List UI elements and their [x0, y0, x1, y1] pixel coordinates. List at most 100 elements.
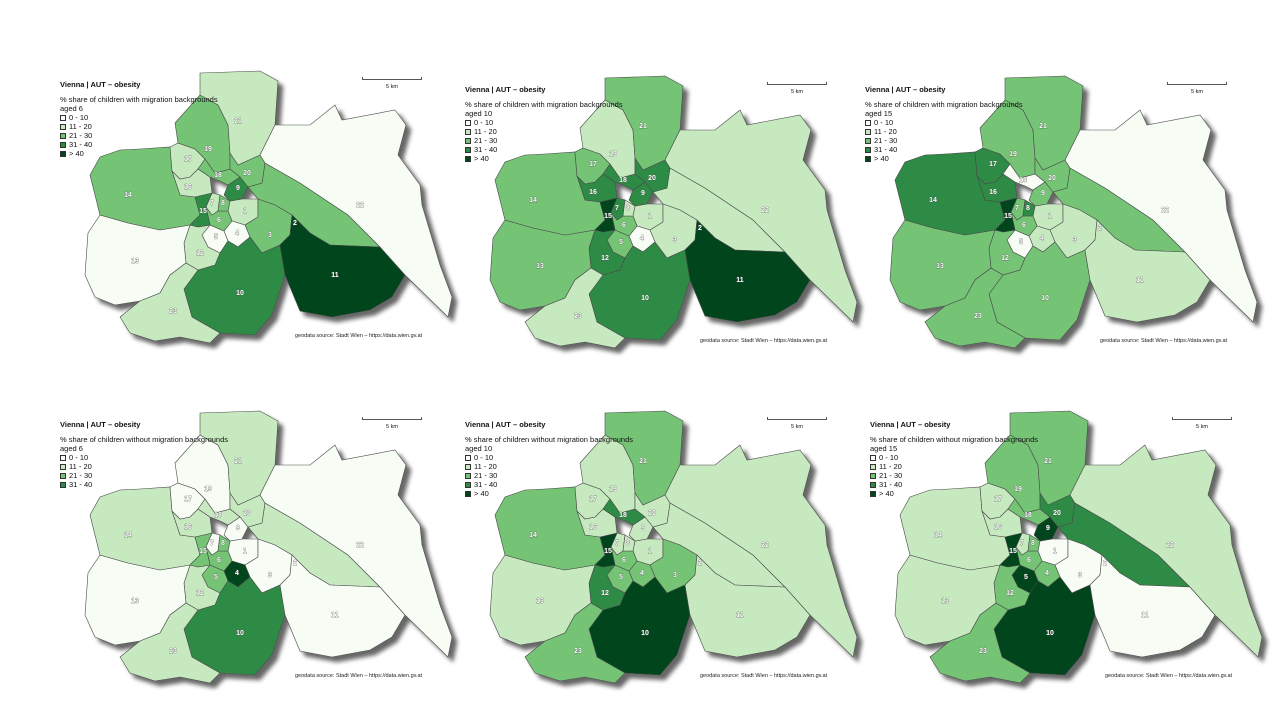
district-label-6: 6 — [622, 222, 626, 229]
legend-item: 31 - 40 — [60, 140, 92, 149]
legend: 0 - 10 11 - 20 21 - 30 31 - 40 > 40 — [465, 118, 497, 163]
district-label-22: 22 — [761, 207, 769, 214]
district-label-9: 9 — [641, 190, 645, 197]
district-21 — [199, 70, 279, 166]
district-label-7: 7 — [1015, 205, 1019, 212]
legend-swatch — [870, 454, 876, 461]
age-label: aged 10 — [465, 109, 493, 118]
legend-item: 21 - 30 — [465, 136, 497, 145]
map-title: Vienna | AUT – obesity — [870, 420, 951, 429]
district-label-5: 5 — [1019, 239, 1023, 246]
legend-label: 11 - 20 — [474, 462, 497, 471]
district-label-20: 20 — [1048, 175, 1056, 182]
district-22 — [259, 444, 453, 658]
legend-item: 31 - 40 — [465, 145, 497, 154]
data-source: geodata source: Stadt Wien – https://dat… — [295, 673, 423, 679]
district-label-18: 18 — [1024, 512, 1032, 519]
legend-item: 11 - 20 — [865, 127, 897, 136]
district-label-14: 14 — [529, 532, 537, 539]
district-23 — [119, 602, 221, 684]
legend-label: 11 - 20 — [69, 122, 92, 131]
legend-item: > 40 — [60, 149, 92, 158]
district-label-10: 10 — [1046, 630, 1054, 637]
district-label-11: 11 — [736, 612, 744, 619]
legend-swatch — [465, 137, 471, 144]
district-label-18: 18 — [214, 172, 222, 179]
legend-label: 0 - 10 — [474, 453, 494, 462]
district-label-4: 4 — [1040, 235, 1044, 242]
legend: 0 - 10 11 - 20 21 - 30 31 - 40 > 40 — [865, 118, 897, 163]
district-label-12: 12 — [196, 250, 204, 257]
data-source: geodata source: Stadt Wien – https://dat… — [700, 338, 828, 344]
district-label-18: 18 — [1019, 177, 1027, 184]
district-label-22: 22 — [1161, 207, 1169, 214]
district-label-5: 5 — [214, 574, 218, 581]
district-label-8: 8 — [1026, 205, 1030, 212]
legend-item: 11 - 20 — [60, 462, 92, 471]
scale-label: 5 km — [386, 84, 398, 90]
district-label-18: 18 — [619, 512, 627, 519]
scale-label: 5 km — [1191, 89, 1203, 95]
scale-bar: 5 km — [362, 417, 422, 430]
legend-label: 11 - 20 — [69, 462, 92, 471]
district-label-3: 3 — [673, 572, 677, 579]
district-label-21: 21 — [1039, 123, 1047, 130]
legend-swatch — [465, 128, 471, 135]
district-23 — [119, 262, 221, 344]
district-label-4: 4 — [640, 235, 644, 242]
legend-label: > 40 — [474, 489, 489, 498]
district-label-10: 10 — [236, 630, 244, 637]
district-label-20: 20 — [243, 170, 251, 177]
district-label-17: 17 — [184, 156, 192, 163]
district-label-6: 6 — [1027, 557, 1031, 564]
map-title: Vienna | AUT – obesity — [865, 85, 946, 94]
district-label-8: 8 — [626, 205, 630, 212]
age-label: aged 6 — [60, 104, 83, 113]
district-label-21: 21 — [234, 118, 242, 125]
legend-item: 21 - 30 — [60, 471, 92, 480]
scale-bar: 5 km — [362, 77, 422, 90]
district-label-14: 14 — [529, 197, 537, 204]
district-label-17: 17 — [589, 496, 597, 503]
district-8 — [1027, 534, 1041, 552]
district-label-6: 6 — [622, 557, 626, 564]
district-label-15: 15 — [604, 213, 612, 220]
district-label-2: 2 — [293, 220, 297, 227]
legend-label: 31 - 40 — [69, 480, 93, 489]
district-label-14: 14 — [124, 192, 132, 199]
district-label-16: 16 — [589, 524, 597, 531]
district-label-16: 16 — [589, 189, 597, 196]
legend-swatch — [60, 481, 66, 488]
legend-item: > 40 — [870, 489, 902, 498]
map-subtitle: % share of children with migration backg… — [60, 95, 218, 104]
district-label-8: 8 — [221, 200, 225, 207]
map-panel: 1 2 3 4 5 6 7 8 9 10 11 12 13 14 15 16 17 18 19 20 21 22 23 Vie… — [40, 65, 453, 385]
district-21 — [199, 410, 279, 506]
district-label-5: 5 — [1024, 574, 1028, 581]
district-label-12: 12 — [196, 590, 204, 597]
legend-item: 31 - 40 — [60, 480, 92, 489]
district-label-15: 15 — [1009, 548, 1017, 555]
legend-label: 21 - 30 — [879, 471, 903, 480]
legend-label: 0 - 10 — [69, 453, 89, 462]
legend-item: 21 - 30 — [865, 136, 897, 145]
district-label-19: 19 — [204, 486, 212, 493]
legend: 0 - 10 11 - 20 21 - 30 31 - 40 > 40 — [60, 113, 92, 158]
district-label-9: 9 — [1046, 525, 1050, 532]
district-label-1: 1 — [648, 213, 652, 220]
district-8 — [622, 199, 636, 217]
district-label-11: 11 — [736, 277, 744, 284]
scale-label: 5 km — [791, 89, 803, 95]
legend-item: 11 - 20 — [60, 122, 92, 131]
age-label: aged 15 — [870, 444, 898, 453]
legend-item: 0 - 10 — [60, 453, 92, 462]
legend-item: 0 - 10 — [465, 118, 497, 127]
district-label-4: 4 — [235, 570, 239, 577]
legend-item: 31 - 40 — [465, 480, 497, 489]
map-panel: 1 2 3 4 5 6 7 8 9 10 11 12 13 14 15 16 17 18 19 20 21 22 23 Vie… — [850, 405, 1263, 725]
district-label-21: 21 — [1044, 458, 1052, 465]
scale-bar-line — [767, 417, 827, 420]
